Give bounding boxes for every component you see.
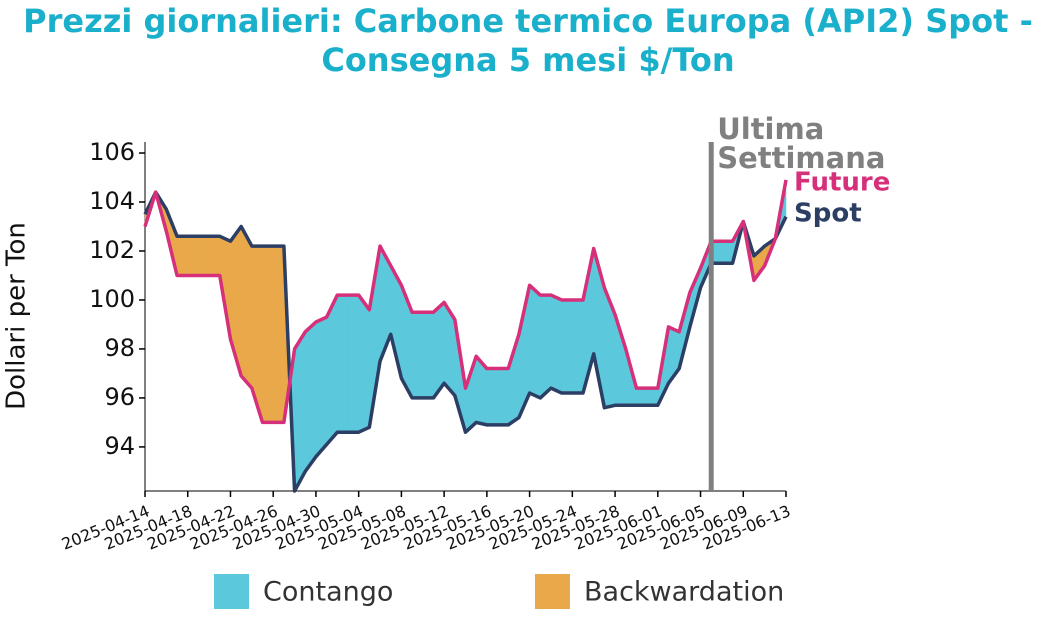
y-tick-label: 102 xyxy=(89,236,135,264)
chart-title: Consegna 5 mesi $/Ton xyxy=(321,41,734,79)
spread-area xyxy=(411,311,424,399)
spread-area xyxy=(294,330,306,492)
spread-area xyxy=(272,245,285,423)
spread-area xyxy=(636,387,648,406)
y-tick-label: 94 xyxy=(104,432,135,460)
spread-area xyxy=(540,294,552,399)
y-tick-label: 100 xyxy=(89,285,135,313)
y-tick-label: 104 xyxy=(89,187,135,215)
spread-area xyxy=(262,245,274,423)
legend-label: Backwardation xyxy=(584,577,784,608)
spread-area xyxy=(305,321,317,473)
last-week-label: Settimana xyxy=(717,141,885,175)
spread-area xyxy=(208,236,221,276)
spread-area xyxy=(646,387,659,406)
last-week-label: Ultima xyxy=(717,112,824,146)
spread-area xyxy=(486,368,498,426)
spread-area xyxy=(561,299,573,394)
series-line xyxy=(143,190,788,493)
series-label: Spot xyxy=(794,199,862,229)
series-line xyxy=(143,179,788,425)
y-tick-label: 98 xyxy=(104,334,135,362)
spread-area xyxy=(358,294,370,433)
legend-swatch xyxy=(535,574,570,609)
spread-area xyxy=(198,236,210,276)
spread-area xyxy=(240,226,253,389)
y-axis-label: Dollari per Ton xyxy=(2,222,32,410)
spread-area xyxy=(176,236,188,276)
spread-area xyxy=(337,294,349,433)
spread-area xyxy=(315,316,327,458)
spread-area xyxy=(187,236,199,276)
chart-title: Prezzi giornalieri: Carbone termico Euro… xyxy=(23,2,1033,40)
legend-label: Contango xyxy=(263,577,393,608)
spread-area xyxy=(529,284,541,399)
spread-area xyxy=(721,240,733,264)
spread-area xyxy=(347,294,359,433)
series-label: Future xyxy=(794,168,890,198)
y-tick-label: 106 xyxy=(89,138,135,166)
spread-area xyxy=(422,311,434,399)
spread-area xyxy=(550,294,562,394)
spread-area xyxy=(572,299,584,394)
y-tick-label: 96 xyxy=(104,383,135,411)
spread-area xyxy=(497,368,509,426)
legend-swatch xyxy=(214,574,249,609)
